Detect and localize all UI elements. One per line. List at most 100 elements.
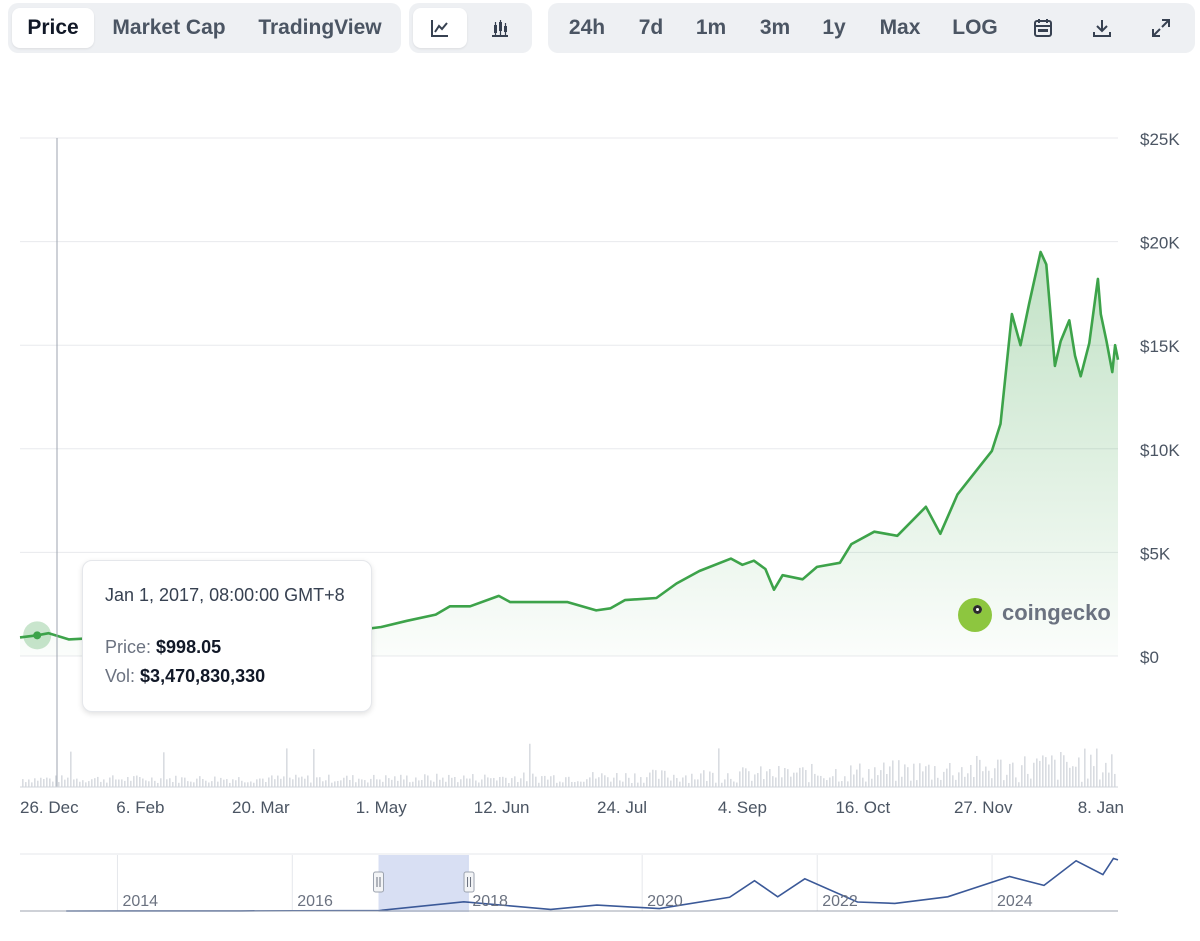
range-7d-button[interactable]: 7d — [638, 16, 664, 39]
volume-bar — [697, 779, 699, 787]
tab-price[interactable]: Price — [12, 8, 94, 48]
volume-bar — [115, 779, 117, 787]
range-navigator[interactable]: 2014 2016 2018 2020 2022 2024 — [20, 853, 1119, 912]
volume-bar — [70, 751, 72, 787]
volume-bar — [523, 772, 525, 787]
navigator-right-handle[interactable] — [463, 871, 475, 893]
volume-bar — [457, 782, 459, 787]
volume-bar — [760, 766, 762, 787]
volume-bar — [988, 770, 990, 787]
volume-bar — [643, 782, 645, 787]
range-1m-button[interactable]: 1m — [695, 16, 727, 39]
volume-bar — [331, 782, 333, 787]
volume-bar — [1105, 762, 1107, 787]
volume-bar — [424, 774, 426, 787]
volume-bar — [787, 769, 789, 787]
volume-bar — [238, 777, 240, 787]
volume-bar — [307, 775, 309, 787]
volume-bar — [418, 780, 420, 787]
x-tick-label: 27. Nov — [954, 798, 1013, 817]
volume-bar — [748, 771, 750, 787]
volume-bar — [565, 777, 567, 787]
range-1y-button[interactable]: 1y — [822, 16, 846, 39]
volume-bar — [511, 778, 513, 787]
fullscreen-icon — [1152, 19, 1170, 37]
volume-bar — [595, 778, 597, 787]
chart-toolbar: Price Market Cap TradingView 24h 7d 1m 3… — [0, 0, 1200, 60]
price-tooltip: Jan 1, 2017, 08:00:00 GMT+8 Price: $998.… — [82, 560, 372, 712]
range-max-button[interactable]: Max — [879, 16, 921, 39]
volume-bar — [598, 777, 600, 787]
volume-bar — [100, 781, 102, 787]
volume-bar — [970, 764, 972, 787]
range-24h-button[interactable]: 24h — [568, 16, 606, 39]
range-3m-button[interactable]: 3m — [759, 16, 791, 39]
x-axis-labels: 26. Dec 6. Feb 20. Mar 1. May 12. Jun 24. Jul… — [20, 798, 1124, 817]
volume-bar — [358, 778, 360, 787]
volume-bar — [964, 776, 966, 787]
volume-bar — [1060, 752, 1062, 787]
candlestick-chart-icon — [492, 20, 508, 37]
navigator-line — [66, 857, 1119, 912]
volume-bar — [133, 776, 135, 787]
volume-bar — [967, 773, 969, 787]
volume-bar — [382, 781, 384, 787]
volume-bar — [859, 763, 861, 787]
volume-bar — [1045, 757, 1047, 787]
volume-bar — [664, 770, 666, 787]
volume-bar — [1033, 762, 1035, 787]
volume-bar — [520, 778, 522, 787]
volume-bar — [547, 779, 549, 787]
tab-market-cap[interactable]: Market Cap — [112, 16, 226, 39]
volume-bar — [913, 763, 915, 787]
volume-bar — [343, 777, 345, 787]
download-button[interactable] — [1081, 8, 1123, 48]
volume-bar — [88, 781, 90, 787]
log-scale-button[interactable]: LOG — [952, 16, 998, 39]
volume-bar — [751, 780, 753, 787]
volume-bar — [784, 767, 786, 787]
navigator-handles[interactable] — [372, 871, 475, 893]
calendar-button[interactable] — [1022, 8, 1064, 48]
volume-bar — [583, 781, 585, 787]
volume-bar — [1069, 767, 1071, 787]
volume-bar — [604, 775, 606, 787]
volume-bar — [184, 777, 186, 787]
volume-bar — [904, 764, 906, 787]
line-chart-button[interactable] — [413, 8, 467, 48]
volume-bar — [190, 781, 192, 787]
volume-bar — [1036, 758, 1038, 787]
volume-bar — [337, 780, 339, 787]
navigator-left-handle[interactable] — [372, 871, 384, 893]
volume-bar — [715, 782, 717, 787]
y-tick-label: $5K — [1140, 544, 1171, 563]
volume-bar — [757, 773, 759, 787]
volume-bar — [991, 778, 993, 787]
volume-bar — [778, 766, 780, 787]
tab-tradingview[interactable]: TradingView — [258, 16, 382, 39]
volume-bar — [1024, 756, 1026, 787]
volume-bar — [463, 775, 465, 787]
volume-bar — [46, 777, 48, 787]
volume-bar — [430, 780, 432, 787]
volume-bar — [802, 767, 804, 787]
fullscreen-button[interactable] — [1140, 8, 1182, 48]
volume-bar — [34, 778, 36, 787]
volume-bar — [700, 773, 702, 787]
volume-bar — [391, 779, 393, 787]
volume-bar — [649, 772, 651, 787]
volume-bar — [367, 782, 369, 787]
candlestick-chart-button[interactable] — [473, 8, 527, 48]
volume-bar — [718, 748, 720, 787]
volume-bar — [556, 782, 558, 787]
volume-bar — [865, 781, 867, 787]
volume-bar — [172, 781, 174, 787]
volume-bar — [217, 781, 219, 787]
volume-bar — [658, 778, 660, 787]
volume-bar — [880, 770, 882, 787]
volume-bar — [274, 779, 276, 787]
x-tick-label: 20. Mar — [232, 798, 290, 817]
volume-bar — [79, 781, 81, 787]
range-group: 24h 7d 1m 3m 1y Max LOG — [548, 3, 1195, 53]
